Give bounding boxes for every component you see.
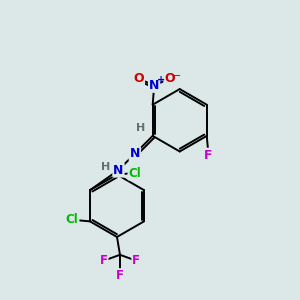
Text: N: N xyxy=(130,147,140,160)
Text: Cl: Cl xyxy=(66,213,79,226)
Text: F: F xyxy=(132,254,140,267)
Text: −: − xyxy=(172,71,181,81)
Text: O: O xyxy=(164,72,175,85)
Text: N: N xyxy=(113,164,124,177)
Text: H: H xyxy=(101,161,111,172)
Text: +: + xyxy=(157,75,165,85)
Text: F: F xyxy=(116,269,124,282)
Text: O: O xyxy=(134,72,144,85)
Text: Cl: Cl xyxy=(128,167,141,180)
Text: F: F xyxy=(204,149,212,162)
Text: F: F xyxy=(100,254,108,267)
Text: H: H xyxy=(136,124,146,134)
Text: N: N xyxy=(149,79,159,92)
